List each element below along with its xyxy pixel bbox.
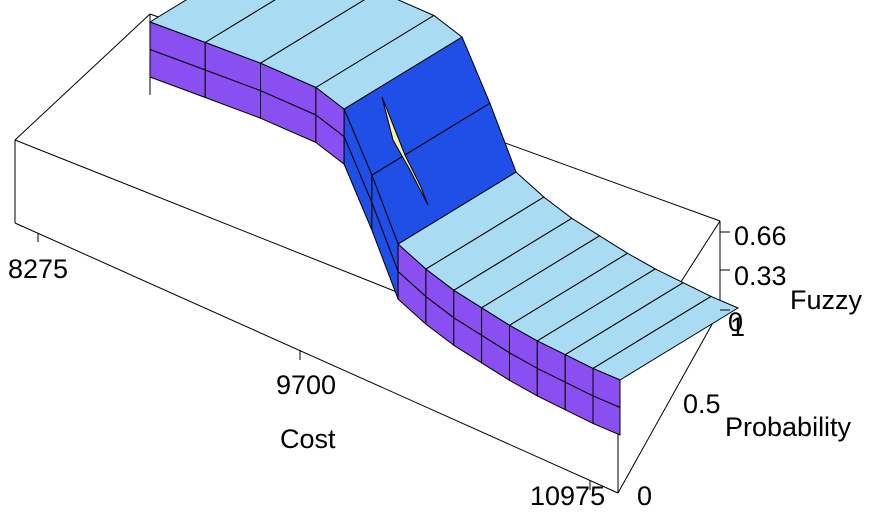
cost-tick-marks [37,233,591,490]
probability-tick-1: 1 [730,312,745,342]
probability-tick-0.5: 0.5 [683,389,721,419]
fuzzy-tick-0.33: 0.33 [734,261,787,291]
probability-axis-label: Probability [725,412,852,442]
fuzzy-axis-label: Fuzzy [790,285,863,315]
cost-axis-label: Cost [280,424,336,454]
fuzzy-tick-0.66: 0.66 [734,221,787,251]
fuzzy-tick-0: 0 [728,307,743,337]
top-surface [148,0,740,381]
cost-tick-8275: 8275 [8,254,68,284]
fuzzy-tick-marks [720,231,730,311]
wall-cell [592,395,621,436]
side-walls [149,21,621,436]
cost-tick-9700: 9700 [276,370,336,400]
probability-tick-0: 0 [637,481,652,511]
cost-tick-10975: 10975 [530,481,605,511]
peak-face [381,96,429,206]
